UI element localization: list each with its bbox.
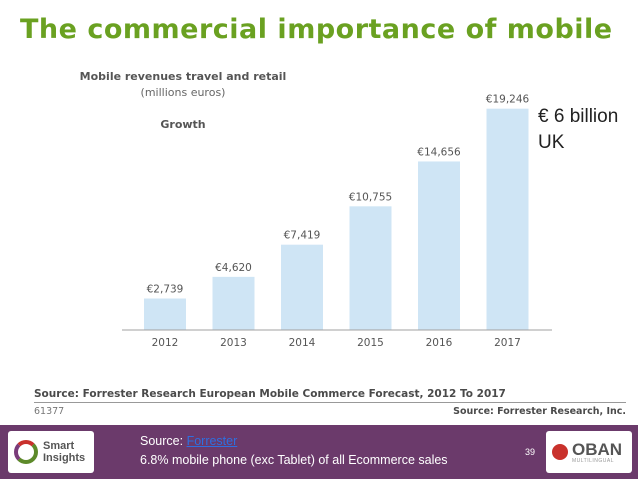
slide-title: The commercial importance of mobile (20, 14, 613, 45)
value-label-2016: €14,656 (417, 146, 461, 158)
bar-2014 (281, 244, 323, 330)
value-label-2015: €10,755 (349, 191, 392, 203)
footer-source: Source: Forrester (140, 434, 237, 448)
chart-title: Mobile revenues travel and retail (79, 70, 287, 83)
oban-wordmark: OBAN MULTILINGUAL (572, 439, 623, 464)
chart-subtitle: (millions euros) (140, 86, 226, 99)
value-label-2013: €4,620 (215, 262, 252, 274)
x-tick-2014: 2014 (289, 337, 316, 349)
footer-bar: Smart Insights Source: Forrester 6.8% mo… (0, 425, 638, 479)
smart-insights-wordmark: Smart Insights (43, 440, 86, 464)
footer-source-prefix: Source: (140, 434, 187, 448)
x-tick-2012: 2012 (152, 337, 179, 349)
page-number: 39 (525, 447, 536, 457)
chart-section-label: Growth (160, 118, 206, 131)
chart-divider (34, 402, 626, 403)
callout: € 6 billion UK (538, 104, 618, 156)
footer-note: 6.8% mobile phone (exc Tablet) of all Ec… (140, 453, 448, 467)
bar-chart: €2,739 2012 €4,620 2013 €7,419 2014 €10,755 201… (122, 94, 552, 349)
bar-2017 (486, 108, 529, 330)
x-tick-2017: 2017 (494, 337, 521, 349)
smart-insights-logo[interactable]: Smart Insights (8, 431, 94, 473)
value-label-2017: €19,246 (486, 94, 530, 106)
chart-source: Source: Forrester Research European Mobi… (34, 388, 506, 400)
oban-icon (552, 444, 568, 460)
callout-region: UK (538, 132, 565, 153)
value-label-2014: €7,419 (284, 230, 321, 242)
forrester-link[interactable]: Forrester (186, 434, 238, 448)
bar-2012 (144, 298, 186, 330)
x-tick-2013: 2013 (220, 337, 247, 349)
smart-insights-icon (14, 440, 38, 464)
bar-2013 (212, 276, 255, 330)
x-tick-2015: 2015 (357, 337, 384, 349)
chart-credit: Source: Forrester Research, Inc. (453, 406, 626, 417)
chart-panel: Mobile revenues travel and retail (milli… (32, 64, 632, 424)
callout-amount: € 6 billion (538, 106, 619, 127)
bar-2016 (418, 161, 460, 330)
x-tick-2016: 2016 (426, 337, 453, 349)
oban-logo[interactable]: OBAN MULTILINGUAL (546, 431, 632, 473)
value-label-2012: €2,739 (147, 284, 184, 296)
chart-id: 61377 (34, 406, 65, 417)
bar-2015 (349, 206, 392, 330)
